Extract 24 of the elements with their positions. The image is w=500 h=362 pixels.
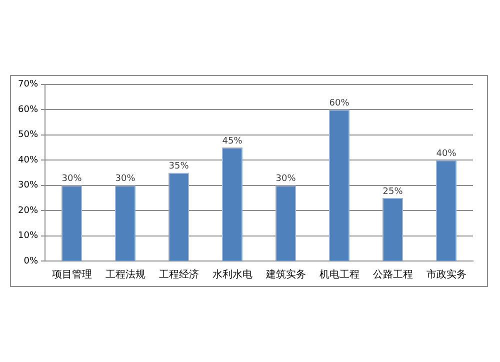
x-tick-label: 公路工程: [372, 268, 413, 281]
y-tick-label: 20%: [18, 206, 38, 216]
y-tick-label: 0%: [24, 256, 38, 266]
y-tick-label: 70%: [18, 80, 38, 90]
y-tick-label: 30%: [18, 180, 38, 191]
x-tick-label: 机电工程: [319, 268, 360, 281]
data-label: 60%: [329, 98, 350, 108]
x-tick-label: 建筑实务: [264, 268, 306, 281]
data-label: 40%: [436, 148, 457, 159]
data-label: 30%: [62, 174, 82, 184]
data-label: 45%: [222, 136, 243, 146]
x-tick-label: 项目管理: [52, 270, 92, 281]
x-tick-label: 水利水电: [212, 268, 252, 281]
y-tick-label: 60%: [18, 104, 38, 115]
x-tick-label: 市政实务: [426, 268, 466, 281]
data-label: 30%: [115, 174, 136, 184]
x-tick-label: 工程法规: [105, 268, 146, 281]
data-label: 25%: [382, 186, 404, 197]
data-label: 30%: [276, 174, 296, 184]
y-tick-label: 10%: [18, 231, 38, 242]
x-tick-label: 工程经济: [158, 268, 199, 281]
data-label: 35%: [168, 162, 190, 172]
y-tick-label: 40%: [18, 155, 38, 166]
y-tick-label: 50%: [18, 130, 38, 140]
